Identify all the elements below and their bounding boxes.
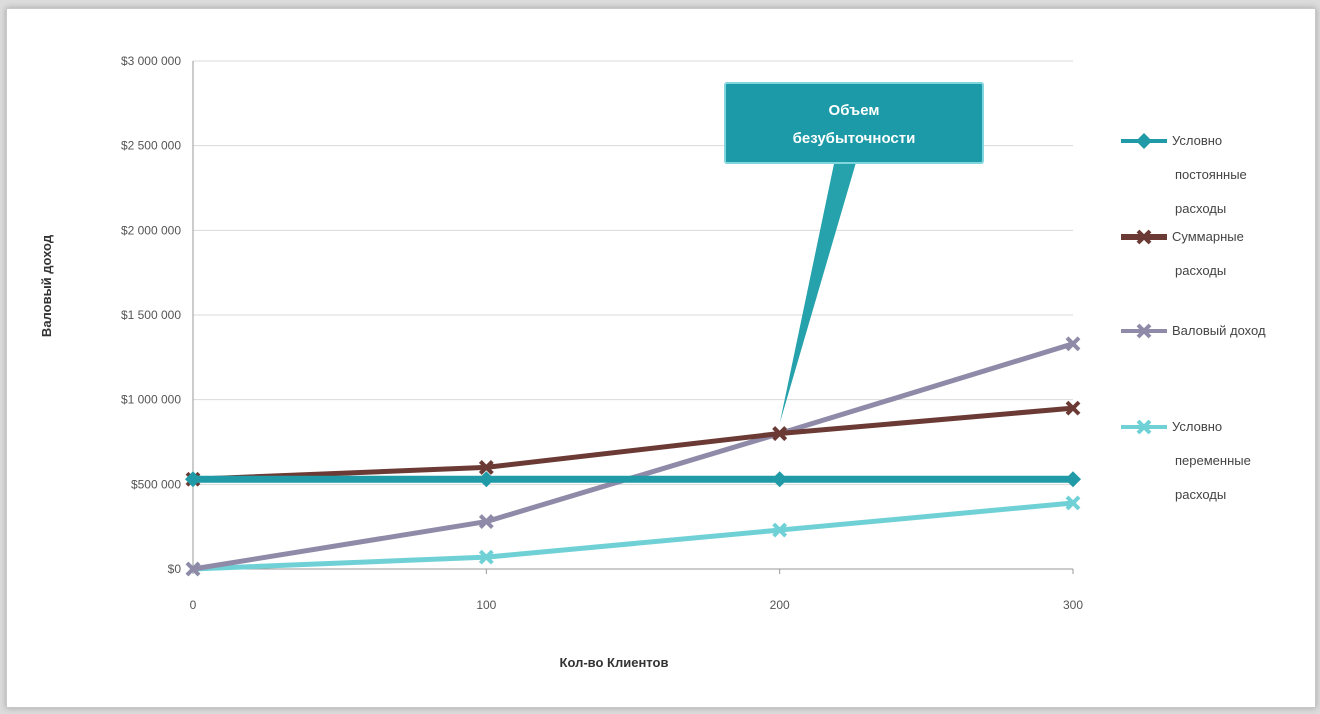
data-point <box>1065 495 1081 511</box>
y-tick-label: $1 500 000 <box>121 308 181 322</box>
x-tick-label: 0 <box>190 598 197 612</box>
series-line <box>192 405 1074 482</box>
y-tick-label: $3 000 000 <box>121 54 181 68</box>
data-point <box>478 514 494 530</box>
data-point <box>185 561 201 577</box>
chart-frame: $0 $500 000 $1 000 000 $1 500 000 $2 000 000… <box>6 8 1316 708</box>
data-point <box>478 549 494 565</box>
legend-item: Условно постоянные расходы <box>1121 133 1247 216</box>
y-tick-label: $500 000 <box>131 477 181 491</box>
legend-label: Условно переменные расходы <box>1172 419 1251 502</box>
data-point <box>1065 471 1081 488</box>
data-point <box>478 471 495 488</box>
y-tick-label: $2 000 000 <box>121 223 181 237</box>
data-point <box>1065 400 1081 416</box>
y-tick-labels: $0 $500 000 $1 000 000 $1 500 000 $2 000 000… <box>121 54 181 576</box>
legend-label: Условно постоянные расходы <box>1172 133 1247 216</box>
annotation-callout: Объем безубыточности <box>724 82 984 424</box>
legend-item: Валовый доход <box>1121 323 1266 339</box>
series <box>185 336 1081 577</box>
callout-text: Объем <box>829 102 880 119</box>
series-4 <box>185 495 1081 577</box>
x-tick-label: 100 <box>476 598 496 612</box>
gridlines <box>193 60 1073 485</box>
data-point <box>478 459 494 475</box>
series-1 <box>185 471 1081 488</box>
callout-pointer <box>779 159 857 424</box>
series-line <box>192 500 1074 572</box>
data-point <box>1136 323 1152 339</box>
data-point <box>771 471 788 488</box>
data-point <box>772 522 788 538</box>
series-3 <box>185 336 1081 577</box>
x-tick-labels: 0 100 200 300 <box>190 569 1083 612</box>
series-line <box>192 341 1074 572</box>
x-tick-label: 200 <box>770 598 790 612</box>
legend-item: Условно переменные расходы <box>1121 419 1251 502</box>
legend-item: Суммарные расходы <box>1121 229 1244 278</box>
data-point <box>772 426 788 441</box>
series-2 <box>185 400 1081 487</box>
legend-label: Суммарные расходы <box>1172 229 1244 278</box>
line-chart: $0 $500 000 $1 000 000 $1 500 000 $2 000 000… <box>39 54 1266 670</box>
data-point <box>1136 419 1152 435</box>
legend: Условно постоянные расходы Суммарные расходы… <box>1121 133 1266 502</box>
y-tick-label: $2 500 000 <box>121 139 181 153</box>
y-tick-label: $0 <box>168 562 182 576</box>
x-axis-title: Кол-во Клиентов <box>560 655 669 670</box>
y-axis-title: Валовый доход <box>39 234 54 337</box>
x-tick-label: 300 <box>1063 598 1083 612</box>
data-point <box>1065 336 1081 352</box>
data-point <box>1136 133 1152 149</box>
data-point <box>1136 229 1152 245</box>
callout-box <box>724 82 984 164</box>
y-tick-label: $1 000 000 <box>121 393 181 407</box>
data-point <box>185 471 201 488</box>
callout-text: безубыточности <box>793 130 916 147</box>
legend-label: Валовый доход <box>1172 323 1266 338</box>
